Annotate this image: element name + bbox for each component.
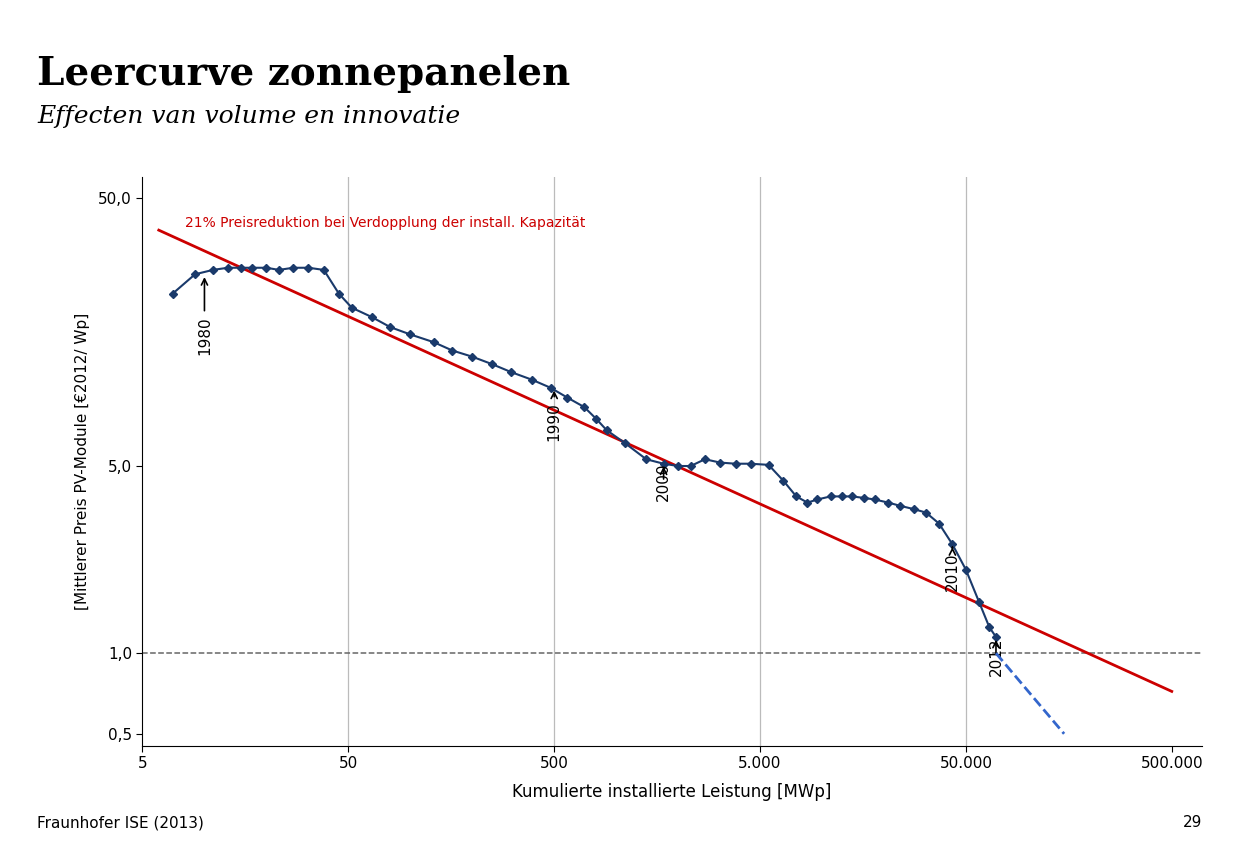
Text: 1990: 1990 (546, 392, 561, 441)
Text: 2000: 2000 (657, 463, 672, 501)
Text: 21% Preisreduktion bei Verdopplung der install. Kapazität: 21% Preisreduktion bei Verdopplung der i… (185, 216, 585, 230)
Text: Fraunhofer ISE (2013): Fraunhofer ISE (2013) (37, 815, 204, 830)
Text: 2010: 2010 (945, 547, 960, 592)
Text: 2012: 2012 (989, 638, 1004, 676)
Text: 1980: 1980 (197, 279, 212, 355)
Text: Leercurve zonnepanelen: Leercurve zonnepanelen (37, 55, 570, 93)
Y-axis label: [Mittlerer Preis PV-Module [€2012/ Wp]: [Mittlerer Preis PV-Module [€2012/ Wp] (76, 313, 90, 610)
X-axis label: Kumulierte installierte Leistung [MWp]: Kumulierte installierte Leistung [MWp] (513, 782, 831, 801)
Text: 29: 29 (1182, 815, 1202, 830)
Text: Effecten van volume en innovatie: Effecten van volume en innovatie (37, 105, 461, 128)
